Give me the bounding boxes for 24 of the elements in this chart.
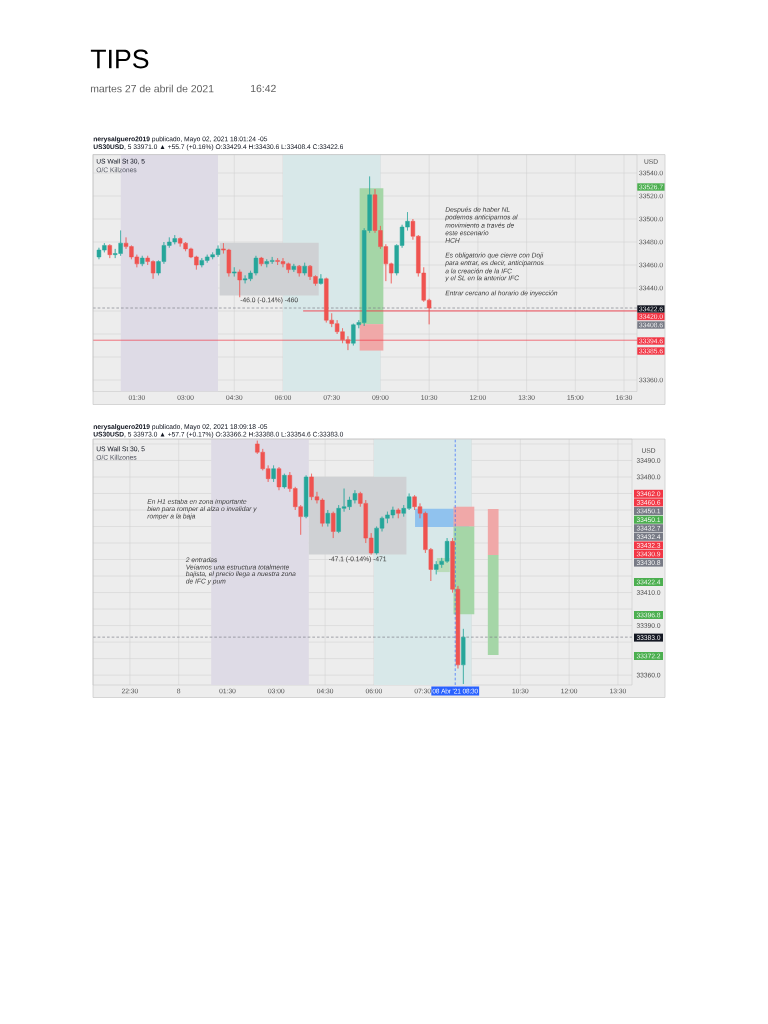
candlestick bbox=[396, 508, 401, 519]
candlestick bbox=[291, 263, 296, 273]
candlestick bbox=[271, 465, 276, 483]
candlestick bbox=[237, 269, 242, 298]
candlestick bbox=[461, 628, 466, 685]
candlestick bbox=[303, 475, 309, 519]
candlestick bbox=[140, 255, 145, 267]
candlestick bbox=[325, 509, 330, 527]
candlestick bbox=[276, 466, 282, 491]
candlestick bbox=[318, 273, 324, 285]
candlestick bbox=[297, 264, 302, 277]
bar bbox=[453, 506, 475, 527]
candlestick bbox=[232, 267, 237, 277]
chart-title: TIPS bbox=[90, 49, 149, 69]
chart-subtitle: martes 27 de abril de 2021 bbox=[90, 84, 214, 93]
candlestick bbox=[259, 256, 264, 267]
bar bbox=[487, 555, 499, 655]
candlestick bbox=[282, 473, 287, 489]
bar bbox=[487, 509, 499, 556]
bar bbox=[359, 324, 384, 351]
text: 16:42 bbox=[251, 84, 276, 93]
candlestick bbox=[331, 511, 336, 539]
candlestick bbox=[302, 262, 307, 276]
candlestick bbox=[107, 244, 112, 259]
